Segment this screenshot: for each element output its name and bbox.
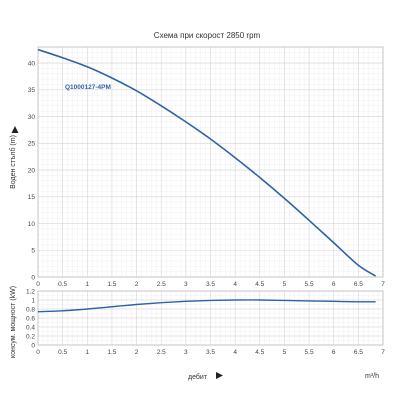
x-tick-label: 6: [332, 349, 336, 356]
x-tick-label: 2: [135, 281, 139, 288]
x-tick-label: 6.5: [354, 281, 363, 288]
flow-axis-arrow-icon: [216, 372, 223, 379]
y-tick-label: 5: [31, 248, 35, 255]
x-tick-label: 5.5: [305, 349, 314, 356]
x-tick-label: 2.5: [157, 349, 166, 356]
x-tick-label: 2: [135, 349, 139, 356]
chart-title: Схема при скорост 2850 rpm: [154, 31, 261, 40]
y-tick-label: 0.8: [26, 306, 35, 313]
x-tick-label: 1.5: [107, 349, 116, 356]
y-tick-label: 0.4: [26, 324, 35, 331]
x-tick-label: 1: [85, 281, 89, 288]
flow-unit-label: m³/h: [365, 373, 379, 380]
x-tick-label: 0: [36, 349, 40, 356]
x-tick-label: 2.5: [157, 281, 166, 288]
y-tick-label: 0: [31, 274, 35, 281]
y-tick-label: 30: [28, 114, 36, 121]
y-tick-label: 1: [31, 297, 35, 304]
x-tick-label: 4.5: [255, 281, 264, 288]
x-tick-label: 5: [283, 281, 287, 288]
x-tick-label: 4: [233, 349, 237, 356]
y-tick-label: 10: [28, 221, 36, 228]
x-tick-label: 3.5: [206, 281, 215, 288]
head-axis-arrow-icon: [11, 126, 19, 133]
y-tick-label: 0.2: [26, 333, 35, 340]
x-tick-label: 5: [283, 349, 287, 356]
y-tick-label: 40: [28, 60, 36, 67]
y-tick-label: 35: [28, 87, 36, 94]
x-tick-label: 0: [36, 281, 40, 288]
x-tick-label: 1: [85, 349, 89, 356]
y-tick-label: 1.2: [26, 288, 35, 295]
series-label: Q1000127-4PM: [65, 84, 111, 91]
y-tick-label: 15: [28, 194, 36, 201]
x-tick-label: 3.5: [206, 349, 215, 356]
plot-frame: [37, 46, 384, 278]
series-line: [37, 299, 376, 313]
x-tick-label: 3: [184, 281, 188, 288]
head-curve-panel: 0 0.5 1 1.5 2 2.5 3 3.5 4 4.5 5 5.5 6 6.5 7 0 5 10 15 20 25 3…: [28, 46, 385, 288]
head-axis-label: Воден стълб (m): [9, 135, 17, 189]
x-tick-label: 5.5: [305, 281, 314, 288]
y-tick-label: 0: [31, 342, 35, 349]
flow-axis-label: дебит: [188, 373, 208, 381]
y-tick-label: 25: [28, 141, 36, 148]
power-curve-panel: 0 0.5 1 1.5 2 2.5 3 3.5 4 4.5 5 5.5 6 6.5 7 0 0.2 0.4 0.6 0…: [26, 288, 385, 356]
x-tick-label: 0.5: [58, 349, 67, 356]
x-tick-label: 7: [381, 281, 385, 288]
y-tick-label: 20: [28, 167, 36, 174]
x-tick-label: 0.5: [58, 281, 67, 288]
x-tick-label: 3: [184, 349, 188, 356]
x-tick-label: 4: [233, 281, 237, 288]
x-tick-label: 6.5: [354, 349, 363, 356]
x-tick-label: 1.5: [107, 281, 116, 288]
power-axis-label: консум. мощност (kW): [10, 286, 17, 358]
y-tick-label: 0.6: [26, 315, 35, 322]
x-tick-label: 7: [381, 349, 385, 356]
x-tick-label: 4.5: [255, 349, 264, 356]
plot-frame: [37, 290, 384, 346]
x-tick-label: 6: [332, 281, 336, 288]
series-line: [37, 48, 377, 277]
